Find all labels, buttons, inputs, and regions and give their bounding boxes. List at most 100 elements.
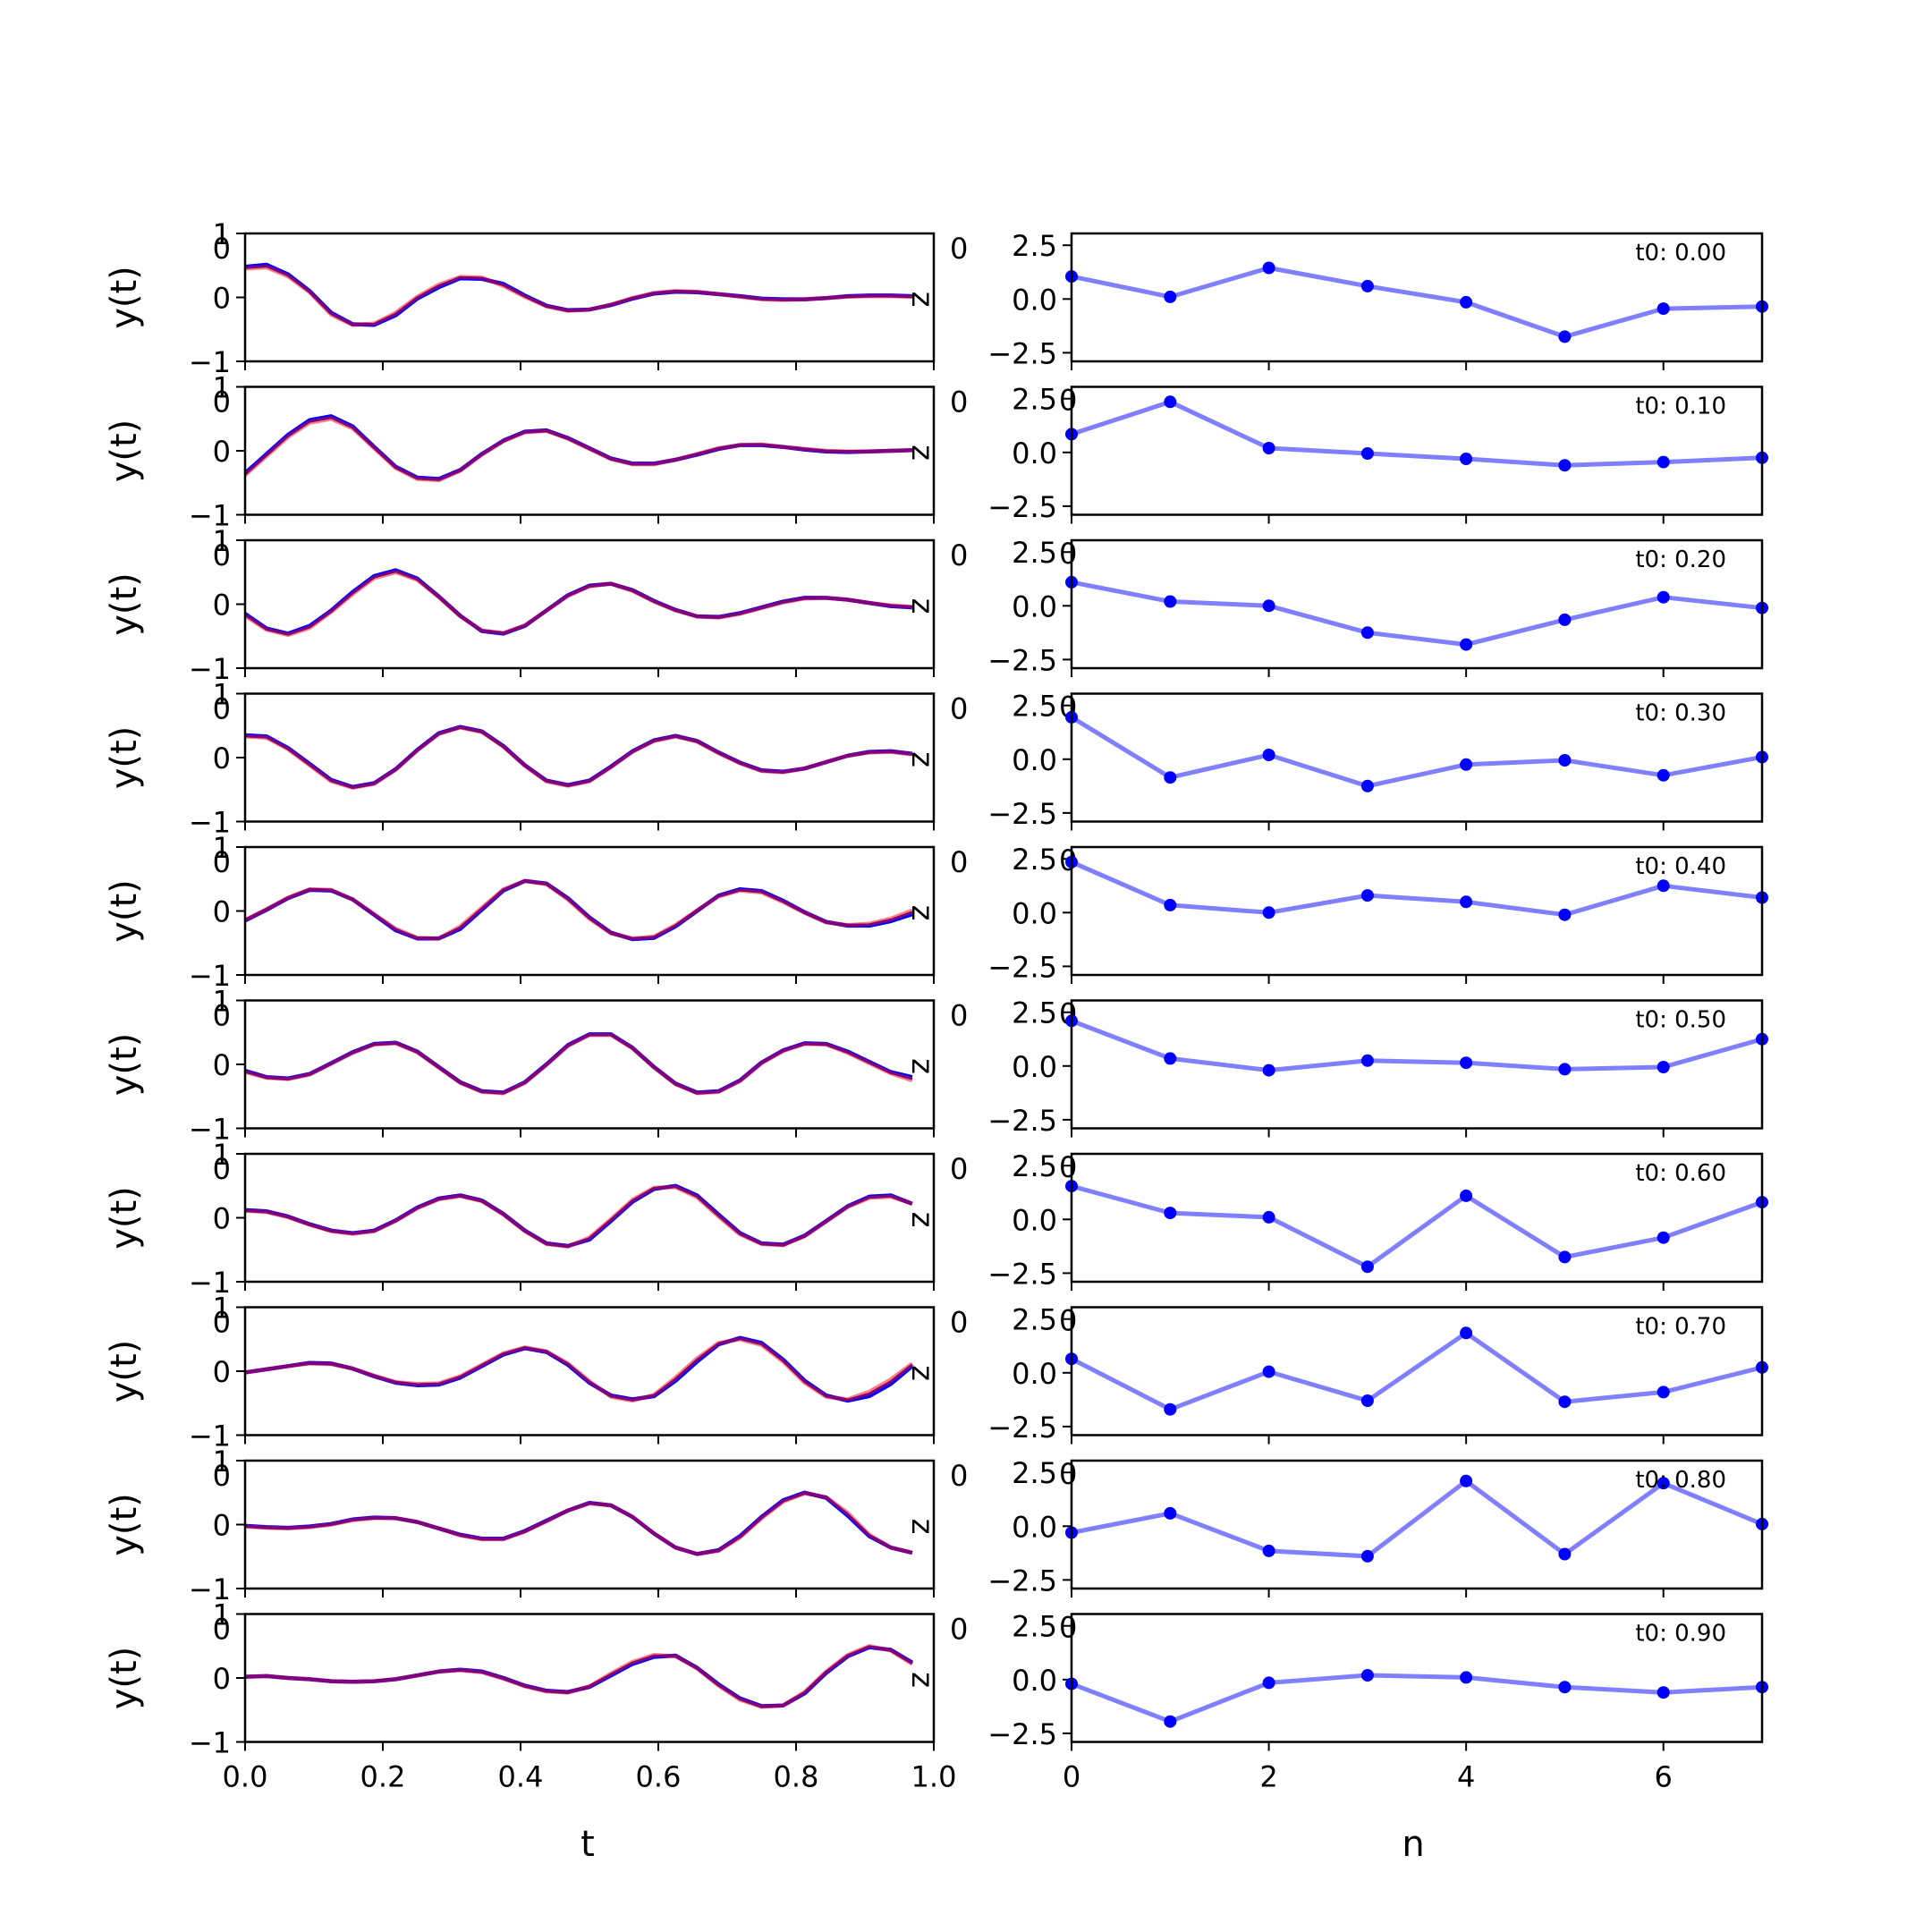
coefficient-point — [1460, 895, 1473, 909]
right-y-tick-label: 2.5 — [1012, 1456, 1057, 1490]
left-clipped-tick-label: 0 — [950, 1152, 968, 1186]
coefficient-line — [1071, 1018, 1763, 1073]
left-plot-frame — [243, 232, 936, 363]
overlap-signal-line — [245, 416, 912, 481]
left-x-tick-label: 1.0 — [911, 1760, 957, 1794]
right-y-tick-label: −2.5 — [987, 1257, 1057, 1291]
left-plot-frame — [243, 1459, 936, 1590]
left-plot-frame — [243, 386, 936, 516]
predicted-signal-line — [245, 265, 912, 327]
left-y-axis-label: y(t) — [104, 266, 145, 329]
left-clipped-tick-label: 0 — [213, 692, 231, 726]
predicted-signal-line — [245, 1184, 913, 1249]
right-y-tick-label: 2.5 — [1012, 690, 1057, 724]
coefficient-point — [1460, 758, 1473, 771]
right-panel-5: −2.50.02.5 0 t0: 0.50 — [987, 996, 1768, 1138]
right-x-tick-label: 2 — [1259, 1760, 1277, 1794]
left-clipped-tick-label: 0 — [213, 1306, 231, 1340]
left-clipped-tick-label: 0 — [950, 1306, 968, 1340]
left-x-axis-label: t — [580, 1824, 595, 1865]
coefficient-point — [1460, 1671, 1473, 1684]
coefficient-point — [1657, 768, 1670, 782]
right-y-tick-label: 0.0 — [1012, 743, 1057, 777]
left-y-tick-label: −1 — [189, 1113, 231, 1147]
overlap-signal-line — [245, 1033, 913, 1095]
right-y-tick-label: −2.5 — [987, 950, 1057, 984]
left-clipped-tick-label: 0 — [213, 538, 231, 572]
coefficient-point — [1360, 1260, 1374, 1274]
right-y-tick-label: −2.5 — [987, 797, 1057, 831]
left-x-tick-label: 0.0 — [223, 1760, 268, 1794]
left-clipped-tick-label: 0 — [213, 1459, 231, 1493]
right-plot-frame — [1070, 1613, 1764, 1743]
coefficient-point — [1657, 455, 1670, 469]
edge-z-label: z — [904, 751, 940, 767]
right-clipped-tick-label: 0 — [1059, 1457, 1077, 1491]
left-y-tick-label: 0 — [213, 1048, 231, 1082]
left-clipped-tick-label: 0 — [213, 1152, 231, 1186]
panel-annotation: t0: 0.40 — [1635, 853, 1726, 880]
coefficient-point — [1460, 453, 1473, 465]
right-panel-3: −2.50.02.5 0 t0: 0.30 — [987, 690, 1768, 831]
overlap-signal-line — [245, 879, 913, 941]
coefficient-line — [1070, 715, 1763, 789]
edge-z-label: z — [904, 1672, 940, 1688]
coefficient-line — [1071, 580, 1763, 648]
left-plot-frame — [243, 692, 936, 823]
left-plot-frame — [243, 1152, 936, 1284]
true-signal-line — [245, 1183, 913, 1249]
left-plot-frame — [243, 999, 936, 1130]
left-y-tick-label: 0 — [213, 1202, 231, 1236]
coefficient-point — [1558, 1250, 1572, 1264]
coefficient-point — [1360, 626, 1374, 640]
left-clipped-tick-label: 0 — [950, 538, 968, 572]
coefficient-point — [1262, 1544, 1275, 1557]
left-y-tick-label: −1 — [189, 1419, 231, 1453]
right-panel-9: −2.50.02.50 2 4 60 t0: 0.90 — [987, 1610, 1768, 1794]
true-signal-line — [245, 1335, 914, 1403]
coefficient-line — [1071, 266, 1763, 339]
true-signal-line — [245, 724, 913, 790]
right-y-tick-label: −2.5 — [987, 643, 1057, 677]
coefficient-point — [1360, 779, 1374, 792]
panel-annotation: t0: 0.50 — [1635, 1007, 1726, 1034]
right-y-tick-label: 2.5 — [1012, 229, 1057, 263]
left-y-tick-label: −1 — [189, 806, 231, 840]
right-y-tick-label: −2.5 — [987, 490, 1057, 524]
coefficient-point — [1262, 749, 1275, 761]
coefficient-point — [1164, 898, 1177, 911]
left-plot-frame — [243, 1613, 936, 1743]
left-y-tick-label: 1 — [213, 1445, 231, 1479]
left-x-tick-label: 0.2 — [360, 1760, 406, 1794]
left-y-tick-label: 1 — [213, 1598, 231, 1632]
coefficient-point — [1657, 1477, 1670, 1490]
coefficient-point — [1360, 447, 1374, 460]
coefficient-point — [1164, 1402, 1177, 1416]
left-y-tick-label: −1 — [189, 499, 231, 533]
overlap-signal-line — [245, 725, 913, 789]
coefficient-point — [1164, 1207, 1177, 1220]
right-plot-frame — [1070, 999, 1764, 1130]
right-clipped-tick-label: 0 — [1059, 537, 1077, 571]
right-plot-frame — [1070, 1306, 1764, 1436]
coefficient-line — [1071, 1479, 1763, 1559]
left-y-axis-label: y(t) — [104, 726, 145, 790]
coefficient-point — [1558, 613, 1572, 626]
left-y-tick-label: 0 — [213, 589, 231, 623]
coefficient-point — [1558, 1063, 1572, 1076]
predicted-signal-line — [245, 570, 913, 638]
coefficient-point — [1657, 302, 1670, 316]
edge-z-label: z — [904, 1519, 940, 1535]
right-panel-2: −2.5 0.0 2.5 0 t0: 0.20 — [987, 536, 1768, 677]
left-clipped-tick-label: 0 — [950, 386, 968, 419]
right-y-tick-label: 0.0 — [1012, 436, 1057, 470]
left-clipped-tick-label: 0 — [950, 999, 968, 1033]
left-y-tick-label: 1 — [213, 1138, 231, 1172]
right-plot-frame — [1070, 538, 1764, 670]
